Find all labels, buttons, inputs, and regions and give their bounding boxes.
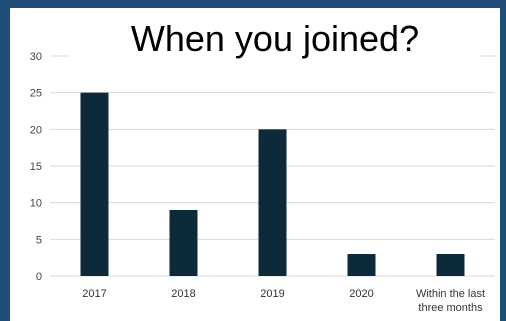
right-border (500, 0, 506, 321)
chart-title: When you joined? (70, 18, 480, 60)
y-tick-label: 25 (30, 88, 42, 100)
y-tick-label: 20 (30, 124, 42, 136)
x-tick-label: 2020 (349, 288, 373, 300)
x-tick-label: 2018 (171, 288, 195, 300)
top-border (10, 0, 500, 8)
x-tick-label: 2019 (260, 288, 284, 300)
y-tick-label: 10 (30, 198, 42, 210)
bar-4 (436, 254, 465, 276)
bar-1 (169, 210, 198, 276)
y-tick-label: 15 (30, 161, 42, 173)
bar-3 (347, 254, 376, 276)
bar-2 (258, 129, 287, 276)
x-tick-label: Within the last three months (416, 288, 485, 314)
x-tick-label: 2017 (82, 288, 106, 300)
y-tick-label: 5 (36, 234, 42, 246)
bar-0 (80, 92, 109, 277)
y-tick-label: 0 (36, 271, 42, 283)
y-tick-label: 30 (30, 51, 42, 63)
left-border (0, 0, 10, 321)
